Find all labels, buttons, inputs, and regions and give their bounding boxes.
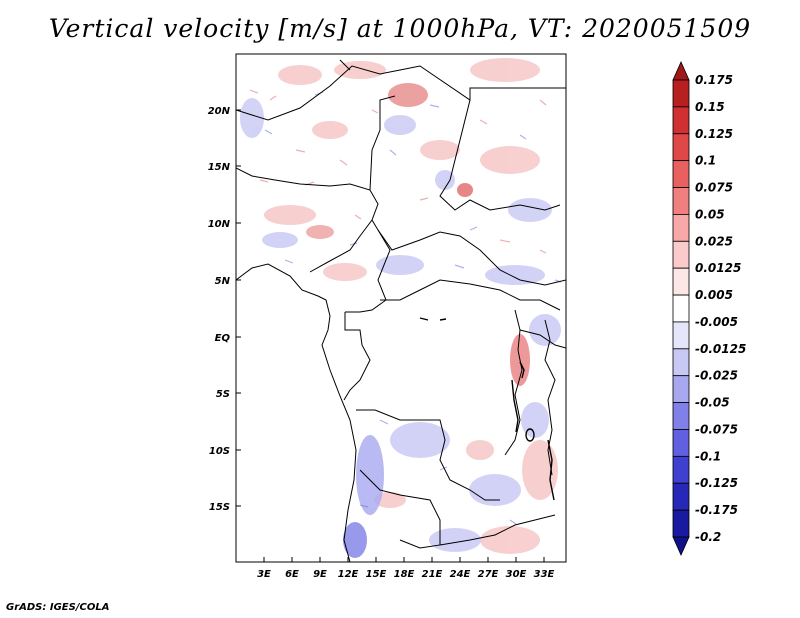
lat-label: 5S [216,389,230,400]
colorbar-label: -0.05 [695,396,730,410]
colorbar-swatch [672,482,690,511]
colorbar-label: 0.1 [695,154,716,168]
colorbar-label: 0.075 [695,181,733,195]
axis-ticks [236,109,545,562]
lon-label: 30E [506,569,527,580]
colorbar-label: 0.175 [695,73,733,87]
colorbar-label: 0.005 [695,288,733,302]
lat-label: EQ [215,333,231,344]
lon-label: 9E [313,569,327,580]
lat-label: 20N [208,106,231,117]
colorbar-label: -0.2 [695,530,721,544]
colorbar-swatch [672,321,690,350]
lon-label: 3E [257,569,271,580]
latitude-labels: 20N 15N 10N 5N EQ 5S 10S 15S [208,106,231,513]
colorbar-swatch [672,348,690,377]
colorbar-label: 0.125 [695,127,733,141]
colorbar-swatch [672,106,690,135]
colorbar-swatch [672,509,690,538]
colorbar-swatch [672,455,690,484]
colorbar-swatch [672,133,690,162]
velocity-field [240,58,562,558]
colorbar-label: -0.175 [695,503,738,517]
colorbar-swatch [672,187,690,215]
longitude-labels: 3E 6E 9E 12E 15E 18E 21E 24E 27E 30E 33E [257,569,554,580]
lon-label: 21E [422,569,443,580]
colorbar-label: -0.1 [695,449,721,463]
colorbar-top-arrow [672,61,690,81]
lat-label: 15N [208,162,231,173]
colorbar-swatch [672,160,690,188]
map-title: Vertical velocity [m/s] at 1000hPa, VT: … [48,14,752,43]
lon-label: 33E [534,569,555,580]
colorbar-swatch [672,402,690,430]
colorbar-label: 0.025 [695,234,733,248]
colorbar-swatch [672,429,690,457]
lon-label: 6E [285,569,299,580]
lon-label: 24E [450,569,471,580]
colorbar-swatch [672,214,690,242]
lon-label: 12E [338,569,359,580]
footer-credit: GrADS: IGES/COLA [6,602,110,613]
map-frame [235,53,567,563]
lat-label: 10S [209,446,230,457]
colorbar-bottom-arrow [672,536,690,556]
map-panel [236,54,566,562]
lon-label: 18E [394,569,415,580]
lat-label: 5N [215,276,231,287]
colorbar-swatch [672,267,690,296]
lakes [419,317,555,501]
colorbar-swatch [672,294,690,323]
colorbar-label: 0.0125 [695,261,741,275]
colorbar-swatch [672,375,690,403]
colorbar-label: -0.025 [695,369,738,383]
colorbar-label: -0.075 [695,422,738,436]
colorbar-label: -0.125 [695,476,738,490]
lat-label: 15S [209,502,230,513]
colorbar-swatch [672,79,690,108]
colorbar-label: -0.0125 [695,342,746,356]
colorbar-label: 0.15 [695,100,725,114]
colorbar-label: -0.005 [695,315,738,329]
lon-label: 27E [478,569,499,580]
lat-label: 10N [208,219,231,230]
lon-label: 15E [366,569,387,580]
colorbar: 0.175 0.15 0.125 0.1 0.075 0.05 0.025 0.0125 0.0… [672,61,746,556]
colorbar-swatch [672,240,690,269]
colorbar-label: 0.05 [695,207,725,221]
